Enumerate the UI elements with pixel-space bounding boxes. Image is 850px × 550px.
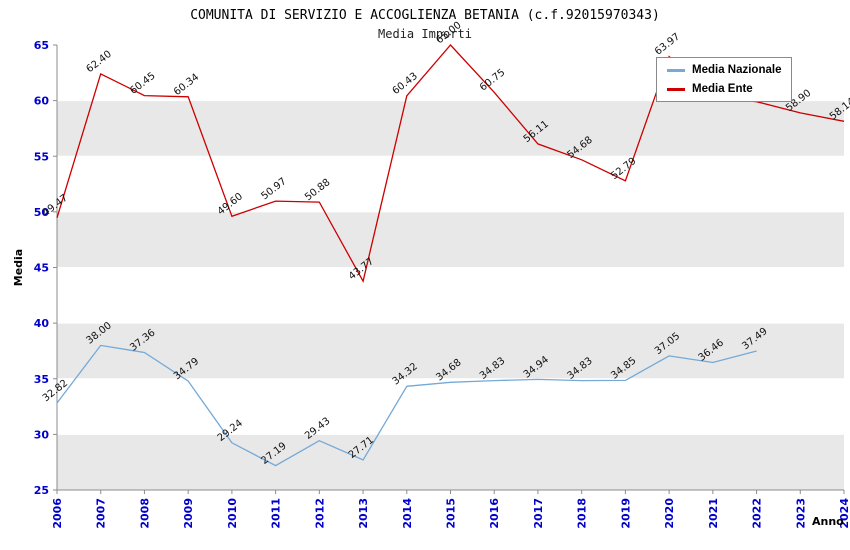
y-tick-label: 30 [34,428,50,441]
x-tick-label: 2010 [226,498,239,529]
chart-title: COMUNITA DI SERVIZIO E ACCOGLIENZA BETAN… [190,8,660,23]
media-ente-data-label: 60.43 [391,71,420,97]
chart-subtitle: Media Importi [378,27,472,41]
x-axis-title: Anno [812,515,844,528]
legend-label-media-ente: Media Ente [692,83,753,95]
media-ente-data-label: 50.88 [303,177,332,203]
band [57,211,844,268]
x-tick-label: 2006 [51,498,64,529]
x-tick-label: 2024 [838,498,850,529]
chart-legend: Media Nazionale Media Ente [656,57,793,102]
x-tick-label: 2017 [532,498,545,529]
y-tick-label: 65 [34,39,49,52]
y-tick-label: 40 [34,317,50,330]
media-nazionale-line-swatch [667,68,685,72]
y-tick-label: 55 [34,150,49,163]
y-tick-label: 50 [34,206,50,219]
media-ente-data-label: 50.97 [259,176,288,202]
media-ente-data-label: 60.75 [478,67,507,93]
y-tick-label: 35 [34,373,49,386]
x-tick-label: 2020 [663,498,676,529]
x-tick-label: 2022 [751,498,764,529]
x-tick-label: 2009 [182,498,195,529]
media-nazionale-line [56,344,757,467]
legend-label-media-nazionale: Media Nazionale [692,64,782,76]
y-tick-label: 60 [34,95,50,108]
x-tick-label: 2023 [794,498,807,529]
band [57,434,844,490]
legend-item-media-ente: Media Ente [667,83,781,95]
x-tick-label: 2021 [707,498,720,529]
y-axis-title: Media [12,249,25,286]
x-tick-label: 2015 [445,498,458,529]
band [57,323,844,379]
media-ente-data-label: 63.97 [653,31,682,57]
x-tick-label: 2011 [270,498,283,529]
x-tick-label: 2016 [488,498,501,529]
x-tick-label: 2013 [357,498,370,529]
x-tick-label: 2018 [576,498,589,529]
media-ente-data-label: 60.34 [172,72,201,98]
x-tick-label: 2019 [619,498,632,529]
media-ente-data-label: 62.40 [85,49,114,75]
x-tick-label: 2008 [138,498,151,529]
band [57,100,844,157]
x-tick-label: 2014 [401,498,414,529]
y-tick-label: 45 [34,262,49,275]
legend-item-media-nazionale: Media Nazionale [667,64,781,76]
x-tick-label: 2012 [313,498,326,529]
media-ente-data-label: 65.00 [434,20,463,46]
y-tick-label: 25 [34,484,49,497]
x-tick-label: 2007 [95,498,108,529]
media-ente-data-label: 52.79 [609,156,638,182]
media-ente-data-label: 60.45 [128,70,157,96]
media-ente-line-swatch [667,87,685,91]
